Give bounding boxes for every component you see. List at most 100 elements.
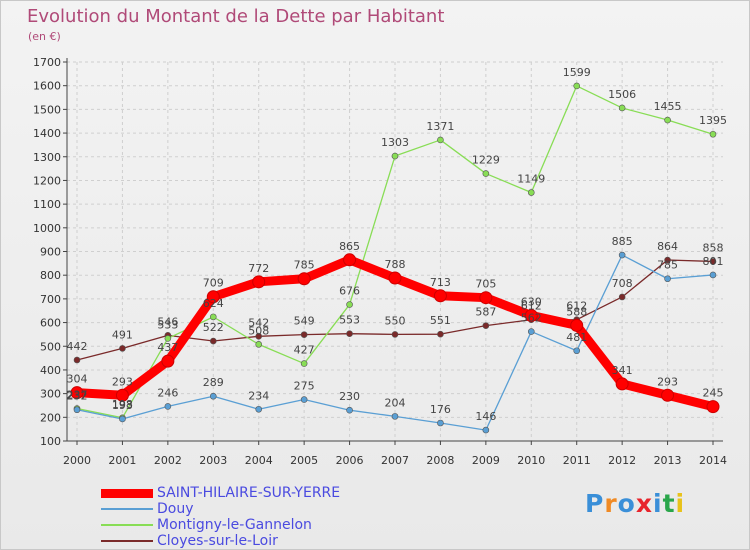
grid [67,61,723,442]
data-label: 427 [294,344,315,357]
data-label: 508 [248,324,269,337]
logo-letter: o [617,489,636,518]
data-labels: 304 293 437 709 772 785 865 788 713 705 630 588 341 2… [67,66,728,423]
data-point [346,406,353,414]
logo-letter: t [662,489,676,518]
data-label: 293 [657,375,678,388]
data-label: 788 [385,258,406,271]
data-label: 533 [157,318,178,331]
y-tick-label: 300 [40,388,61,401]
data-point [255,333,263,340]
data-label: 245 [703,387,724,400]
line-chart: 100 200 300 400 500 600 700 800 900 1000 1100 1200 1… [33,56,728,467]
data-point [119,345,126,352]
data-label: 801 [703,255,724,268]
data-label: 546 [157,315,178,328]
y-tick-label: 1700 [33,56,61,69]
logo-letter: x [635,489,653,518]
data-point [115,388,129,402]
legend-label: SAINT-HILAIRE-SUR-YERRE [157,485,341,501]
data-label: 553 [339,314,360,327]
data-point [297,272,311,286]
data-label: 624 [203,297,224,310]
data-point [615,377,629,391]
x-tick-label: 2001 [108,454,136,467]
data-point [300,360,308,367]
data-label: 234 [248,389,269,402]
data-label: 588 [566,305,587,318]
y-tick-label: 1300 [33,151,61,164]
y-tick-label: 800 [40,269,61,282]
data-label: 230 [339,390,360,403]
data-label: 705 [475,278,496,291]
legend-label: Cloyes-sur-le-Loir [157,533,278,549]
data-point [479,291,493,305]
data-label: 708 [612,277,633,290]
data-label: 146 [475,410,496,423]
x-tick-label: 2003 [199,454,227,467]
unit-label: (en €) [28,30,61,43]
x-tick-label: 2008 [426,454,454,467]
legend-label: Montigny-le-Gannelon [157,517,312,533]
data-point [391,413,399,420]
data-point [343,253,357,267]
data-point [119,415,126,423]
data-point [206,290,220,304]
y-tick-label: 1400 [33,127,61,140]
y-tick-label: 400 [40,364,61,377]
data-point [346,330,353,337]
data-label: 237 [67,389,88,402]
data-label: 562 [521,312,542,325]
data-label: 481 [566,331,587,344]
data-label: 1599 [563,66,591,79]
y-tick-label: 1200 [33,174,61,187]
x-tick-label: 2006 [336,454,364,467]
data-label: 204 [385,396,406,409]
data-point [161,354,175,368]
data-point [300,396,308,403]
data-label: 341 [612,364,633,377]
data-label: 289 [203,376,224,389]
x-tick-label: 2005 [290,454,318,467]
y-tick-label: 600 [40,317,61,330]
data-point [709,271,717,279]
data-label: 246 [157,386,178,399]
data-label: 293 [112,375,133,388]
data-label: 630 [521,295,542,308]
data-point [391,152,399,160]
data-label: 864 [657,240,678,253]
data-label: 713 [430,276,451,289]
chart-title: Evolution du Montant de la Dette par Hab… [27,6,445,27]
data-label: 1371 [426,120,454,133]
data-label: 709 [203,277,224,290]
data-label: 522 [203,321,224,334]
data-label: 1506 [608,88,636,101]
legend-swatch [101,524,153,526]
data-point [437,330,444,338]
data-label: 437 [157,341,178,354]
data-point [252,275,266,289]
data-label: 1395 [699,114,727,127]
data-label: 858 [703,241,724,254]
data-label: 193 [112,399,133,412]
data-point [164,335,172,342]
data-point [73,356,81,364]
y-tick-label: 900 [40,246,61,259]
logo-letter: P [585,489,605,518]
y-tick-label: 1500 [33,103,61,116]
data-label: 612 [566,300,587,313]
logo-letter: i [675,489,686,518]
data-label: 549 [294,315,315,328]
data-label: 275 [294,380,315,393]
y-tick-label: 700 [40,293,61,306]
x-tick-label: 2014 [699,454,727,467]
data-point [346,301,353,308]
data-point [433,289,447,303]
data-point [664,275,671,283]
data-label: 612 [521,300,542,313]
data-label: 1455 [654,100,682,113]
data-label: 865 [339,240,360,253]
data-point [209,392,217,400]
y-tick-label: 200 [40,411,61,424]
